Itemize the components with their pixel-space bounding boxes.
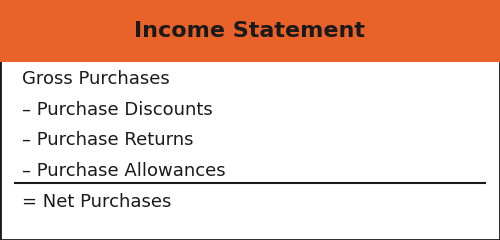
Text: – Purchase Allowances: – Purchase Allowances <box>22 162 226 180</box>
FancyBboxPatch shape <box>0 0 500 62</box>
Text: = Net Purchases: = Net Purchases <box>22 193 172 211</box>
Text: Gross Purchases: Gross Purchases <box>22 70 170 88</box>
Text: Income Statement: Income Statement <box>134 21 366 41</box>
Text: – Purchase Returns: – Purchase Returns <box>22 132 194 150</box>
Text: – Purchase Discounts: – Purchase Discounts <box>22 101 213 119</box>
